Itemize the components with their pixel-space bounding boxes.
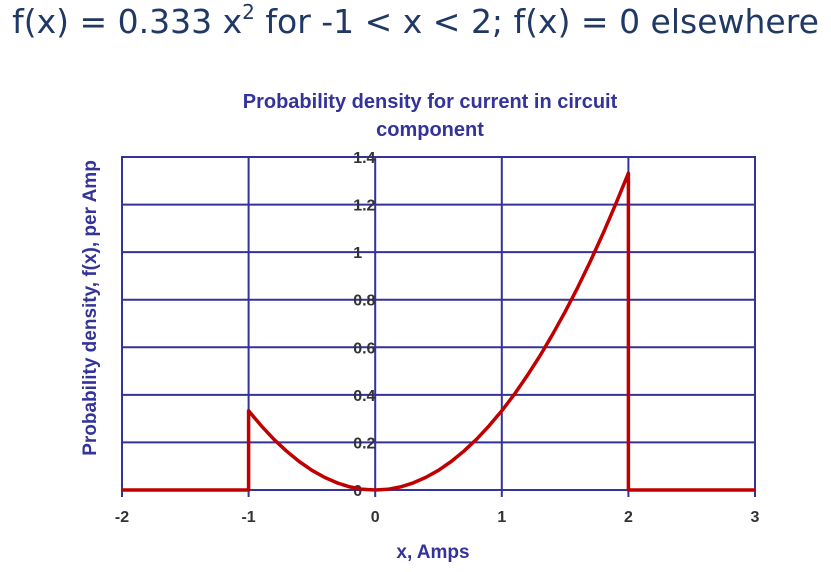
chart-title-line-2: component — [376, 119, 484, 141]
plot-frame — [121, 156, 756, 491]
x-tick-label: 0 — [371, 509, 380, 526]
grid-lines — [121, 156, 756, 497]
y-tick-labels: 0 0.2 0.4 0.6 0.8 1 1.2 1.4 — [353, 150, 375, 500]
headline-prefix: f(x) = 0.333 x — [12, 2, 243, 41]
x-tick-label: 3 — [751, 509, 760, 526]
y-tick-label: 0.2 — [353, 435, 375, 452]
y-tick-label: 0 — [353, 483, 362, 500]
x-tick-label: 2 — [624, 509, 633, 526]
headline-superscript: 2 — [242, 0, 255, 24]
y-tick-label: 1.4 — [353, 150, 375, 167]
y-axis-label: Probability density, f(x), per Amp — [80, 160, 101, 456]
x-tick-label: -2 — [115, 509, 129, 526]
x-tick-label: -1 — [241, 509, 255, 526]
y-tick-label: 1 — [353, 245, 362, 262]
y-tick-label: 0.8 — [353, 293, 375, 310]
x-axis-label: x, Amps — [396, 542, 469, 563]
headline: f(x) = 0.333 x2 for -1 < x < 2; f(x) = 0… — [0, 0, 831, 41]
y-tick-label: 1.2 — [353, 198, 375, 215]
x-tick-labels: -2 -1 0 1 2 3 — [115, 509, 760, 526]
chart-title-line-1: Probability density for current in circu… — [243, 91, 618, 113]
density-curve — [122, 171, 755, 492]
y-tick-label: 0.6 — [353, 340, 375, 357]
y-tick-label: 0.4 — [353, 388, 375, 405]
x-tick-label: 1 — [497, 509, 506, 526]
headline-suffix: for -1 < x < 2; f(x) = 0 elsewhere — [254, 2, 819, 41]
